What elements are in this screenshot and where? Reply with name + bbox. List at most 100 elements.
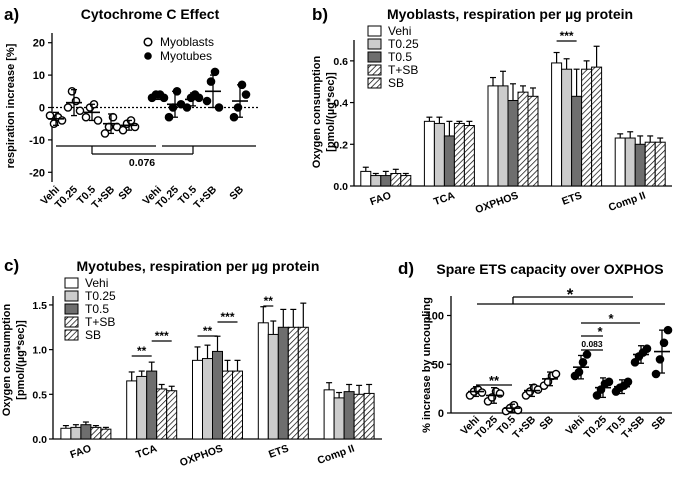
panel-d-sig-2: *: [608, 311, 614, 326]
legend-swatch: [367, 38, 382, 50]
bar: [527, 95, 539, 187]
bar: [497, 85, 509, 187]
legend-swatch: [367, 25, 382, 37]
data-point: [130, 122, 140, 132]
bar: [423, 120, 435, 187]
y-tick-label: 1.5: [32, 300, 47, 312]
x-tick-label: SB: [227, 183, 246, 202]
x-tick-label: ETS: [267, 443, 290, 461]
bar: [156, 388, 168, 440]
bar: [100, 428, 112, 440]
data-point: [194, 93, 204, 103]
panel-a: a) Cytochrome C Effect respiration incre…: [4, 5, 258, 211]
legend-label: T+SB: [85, 315, 115, 329]
bar: [507, 99, 519, 187]
bar: [212, 350, 223, 440]
y-tick-label: 0: [39, 103, 45, 115]
panel-a-ylabel: respiration increase [%]: [5, 43, 17, 168]
panel-c-letter: c): [4, 256, 19, 275]
legend-label: SB: [388, 76, 404, 90]
legend-label: T0.25: [85, 289, 116, 303]
bar: [267, 333, 279, 440]
bar: [370, 175, 382, 187]
legend-myotubes-marker: [144, 52, 152, 60]
data-point: [477, 388, 487, 397]
legend-swatch: [367, 64, 382, 76]
data-point: [604, 377, 614, 387]
bar: [380, 175, 392, 187]
data-point: [210, 67, 220, 77]
significance-label: **: [264, 294, 274, 308]
legend-swatch: [64, 277, 79, 289]
x-tick-label: OXPHOS: [474, 190, 520, 217]
x-tick-label: SB: [537, 413, 556, 432]
bar: [453, 122, 465, 187]
bar: [136, 375, 148, 440]
legend-label: Vehi: [85, 276, 108, 290]
x-tick-label: Comp II: [607, 190, 647, 214]
data-point: [202, 96, 212, 106]
bar: [517, 91, 529, 187]
y-tick-label: -20: [29, 167, 45, 179]
bar: [192, 359, 203, 440]
legend-label: T0.5: [85, 302, 109, 316]
data-point: [63, 103, 73, 112]
bar: [166, 390, 178, 440]
panel-d-letter: d): [398, 259, 414, 278]
bar: [390, 172, 402, 187]
panel-c-ylabel: Oxygen consumption: [1, 303, 13, 416]
bar: [571, 95, 583, 187]
bar: [654, 141, 666, 187]
y-tick-label: 20: [33, 38, 45, 50]
x-tick-label: SB: [649, 413, 668, 432]
data-point: [533, 385, 543, 394]
data-point: [623, 377, 633, 387]
x-tick-label: Comp II: [316, 443, 356, 467]
x-tick-label: ETS: [560, 190, 583, 208]
legend-myotubes: Myotubes: [160, 49, 212, 63]
bar: [463, 125, 475, 187]
panel-d-sig-main: *: [567, 285, 574, 304]
bar: [614, 137, 626, 187]
x-tick-label: FAO: [69, 443, 93, 462]
panel-b-ylabel: Oxygen consumption: [311, 55, 323, 168]
legend-swatch: [64, 316, 79, 328]
panel-a-bracket: 0.076: [56, 145, 256, 169]
x-tick-label: TCA: [134, 442, 159, 461]
legend-label: T+SB: [388, 63, 418, 77]
bar: [297, 326, 309, 440]
bar: [70, 426, 82, 440]
x-tick-label: T+SB: [510, 413, 538, 441]
bar: [60, 427, 72, 440]
legend-myoblasts: Myoblasts: [160, 35, 214, 49]
legend-swatch: [367, 51, 382, 63]
panel-b-letter: b): [312, 5, 328, 24]
data-point: [93, 116, 103, 125]
legend-myoblasts-marker: [143, 37, 153, 47]
bar: [222, 370, 233, 440]
data-point: [551, 369, 561, 379]
significance-label: ***: [220, 310, 234, 324]
panel-b-title: Myoblasts, respiration per µg protein: [387, 6, 633, 22]
data-point: [630, 357, 640, 367]
data-point: [81, 112, 91, 122]
panel-d: d) Spare ETS capacity over OXPHOS % incr…: [398, 259, 673, 441]
panel-d-title: Spare ETS capacity over OXPHOS: [436, 261, 663, 277]
bar: [433, 122, 445, 187]
panel-b: b) Myoblasts, respiration per µg protein…: [311, 5, 672, 216]
data-point: [164, 112, 174, 122]
significance-label: **: [137, 344, 147, 358]
bar: [360, 170, 372, 187]
y-tick-label: 0.5: [32, 389, 47, 401]
panel-a-letter: a): [4, 5, 19, 24]
panel-d-axes: 0 50 100: [426, 296, 672, 420]
panel-c-title: Myotubes, respiration per µg protein: [77, 258, 320, 274]
panel-d-significance: * * * 0.083 **: [476, 285, 665, 388]
bar: [323, 389, 335, 440]
significance-label: ***: [560, 29, 574, 43]
legend-swatch: [64, 329, 79, 341]
panel-c-ylabel-units: [pmol/(µg*sec)]: [15, 320, 27, 400]
y-tick-label: -10: [29, 135, 45, 147]
legend-label: SB: [85, 328, 101, 342]
